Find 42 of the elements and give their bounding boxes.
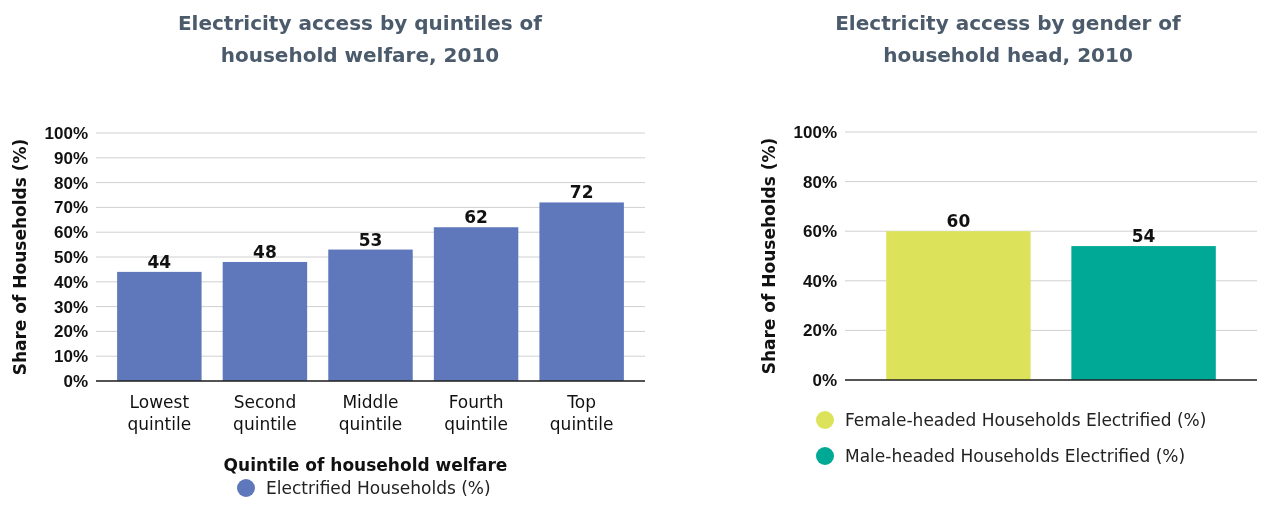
data-label: 54	[1131, 226, 1156, 247]
y-tick-label: 60%	[802, 222, 837, 242]
data-label: 62	[464, 207, 488, 228]
y-tick-label: 20%	[53, 322, 88, 342]
y-tick-label: 0%	[812, 370, 837, 390]
bar	[222, 261, 308, 381]
y-tick-label: 100%	[793, 122, 837, 142]
x-tick-label: Second quintile	[233, 392, 297, 434]
x-tick-label: Top quintile	[549, 392, 614, 434]
legend-label: Male-headed Households Electrified (%)	[845, 446, 1186, 466]
y-tick-label: 70%	[53, 198, 88, 218]
y-tick-label: 0%	[63, 371, 88, 391]
y-tick-label: 90%	[53, 148, 88, 168]
y-tick-label: 60%	[53, 223, 88, 243]
y-tick-label: 50%	[53, 247, 88, 267]
y-tick-label: 10%	[53, 347, 88, 367]
data-label: 48	[253, 241, 277, 262]
y-tick-label: 80%	[53, 173, 88, 193]
x-tick-label: Fourth quintile	[444, 392, 508, 434]
x-axis-title: Quintile of household welfare	[223, 455, 508, 475]
y-tick-label: 30%	[53, 297, 88, 317]
y-tick-label: 40%	[802, 271, 837, 291]
data-label: 53	[358, 229, 383, 250]
data-label: 60	[946, 211, 971, 232]
chart-title: Electricity access by quintiles of household welfare, 2010	[177, 11, 543, 67]
y-tick-label: 80%	[802, 172, 837, 192]
legend-label: Female-headed Households Electrified (%)	[845, 410, 1207, 430]
legend-label: Electrified Households (%)	[266, 478, 491, 498]
y-tick-label: 20%	[802, 321, 837, 341]
chart-title: Electricity access by gender of household head, 2010	[835, 11, 1182, 67]
data-label: 72	[569, 182, 594, 203]
bar	[117, 271, 202, 381]
x-tick-label: Middle quintile	[338, 392, 403, 434]
bar	[433, 227, 519, 381]
y-tick-label: 40%	[53, 272, 88, 292]
y-axis-title: Share of Households (%)	[10, 138, 30, 376]
bar	[539, 202, 624, 381]
x-tick-label: Lowest quintile	[127, 392, 192, 434]
y-tick-label: 100%	[44, 123, 88, 143]
data-label: 44	[147, 251, 172, 272]
y-axis-title: Share of Households (%)	[759, 137, 779, 375]
bar	[328, 249, 413, 381]
